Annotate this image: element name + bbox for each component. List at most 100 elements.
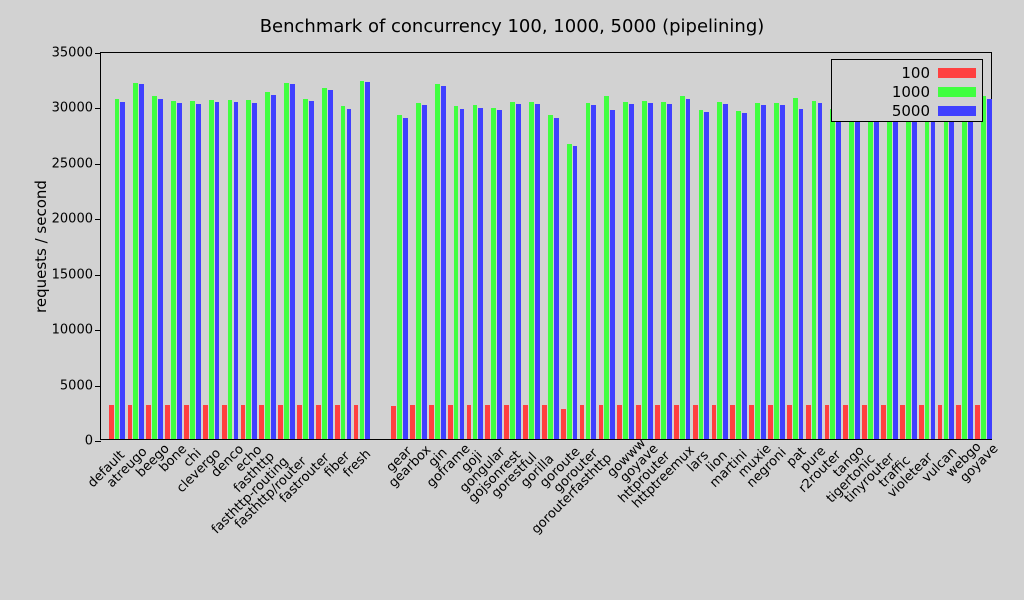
bar: [586, 103, 591, 439]
bar: [667, 104, 672, 439]
bar: [787, 405, 792, 439]
legend-swatch: [938, 106, 976, 116]
bar: [196, 104, 201, 439]
legend: 10010005000: [831, 59, 983, 122]
bar: [642, 101, 647, 439]
bar: [347, 109, 352, 439]
bar: [335, 405, 340, 439]
bar: [881, 405, 886, 439]
bar: [849, 104, 854, 439]
bar: [893, 103, 898, 439]
bar: [146, 405, 151, 439]
bar: [723, 104, 728, 439]
legend-entry: 5000: [832, 101, 976, 120]
bar: [874, 103, 879, 439]
bar: [128, 405, 133, 439]
bar: [749, 405, 754, 439]
bar: [209, 100, 214, 439]
bar: [736, 111, 741, 439]
bar: [712, 405, 717, 439]
bar: [906, 106, 911, 439]
bar: [818, 103, 823, 439]
bar: [309, 101, 314, 439]
bar: [604, 96, 609, 439]
bar: [271, 95, 276, 439]
bar: [919, 405, 924, 439]
bar: [591, 105, 596, 439]
bar: [177, 103, 182, 439]
y-tick-mark: [95, 164, 101, 165]
bar: [454, 106, 459, 439]
bar: [680, 96, 685, 439]
y-tick-label: 15000: [52, 267, 101, 282]
bar: [793, 98, 798, 439]
bar: [448, 405, 453, 439]
bar: [573, 146, 578, 439]
bar: [912, 109, 917, 439]
bar: [410, 405, 415, 439]
y-tick-mark: [95, 330, 101, 331]
bar: [704, 112, 709, 439]
bar: [686, 99, 691, 439]
y-tick-mark: [95, 386, 101, 387]
bar: [768, 405, 773, 439]
y-tick-mark: [95, 53, 101, 54]
bar: [938, 405, 943, 439]
bar: [780, 105, 785, 439]
legend-swatch: [938, 68, 976, 78]
bar: [278, 405, 283, 439]
bar: [403, 118, 408, 439]
bar: [825, 405, 830, 439]
legend-swatch: [938, 87, 976, 97]
bar: [887, 100, 892, 439]
benchmark-chart: Benchmark of concurrency 100, 1000, 5000…: [0, 0, 1024, 600]
bar: [812, 101, 817, 439]
bar: [693, 405, 698, 439]
bar: [203, 405, 208, 439]
y-tick-label: 25000: [52, 156, 101, 171]
bar: [655, 405, 660, 439]
bar: [661, 102, 666, 439]
bar: [510, 102, 515, 439]
bar: [956, 405, 961, 439]
y-tick-label: 35000: [52, 46, 101, 61]
y-tick-mark: [95, 441, 101, 442]
legend-entry: 1000: [832, 82, 976, 101]
bar: [365, 82, 370, 439]
bar: [636, 405, 641, 439]
bar: [139, 84, 144, 439]
bar: [944, 102, 949, 439]
bar: [925, 109, 930, 439]
bar: [133, 83, 138, 439]
y-tick-mark: [95, 219, 101, 220]
bar: [284, 83, 289, 439]
bar: [165, 405, 170, 439]
bar: [416, 103, 421, 439]
bar: [900, 405, 905, 439]
bar: [391, 406, 396, 439]
bar: [742, 113, 747, 439]
bar: [422, 105, 427, 439]
bar: [234, 102, 239, 439]
bar: [949, 104, 954, 439]
legend-label: 1000: [892, 83, 930, 101]
bar: [931, 112, 936, 439]
bar: [599, 405, 604, 439]
bar: [397, 115, 402, 439]
bar: [265, 92, 270, 439]
bar: [542, 405, 547, 439]
bar: [836, 111, 841, 439]
bar: [806, 405, 811, 439]
bar: [316, 405, 321, 439]
bar: [868, 100, 873, 439]
bar: [523, 405, 528, 439]
bar: [504, 405, 509, 439]
bar: [497, 110, 502, 439]
bar: [975, 405, 980, 439]
bar: [171, 101, 176, 439]
bar: [648, 103, 653, 439]
bar: [215, 102, 220, 439]
legend-entry: 100: [832, 63, 976, 82]
bar: [360, 81, 365, 439]
y-tick-mark: [95, 108, 101, 109]
